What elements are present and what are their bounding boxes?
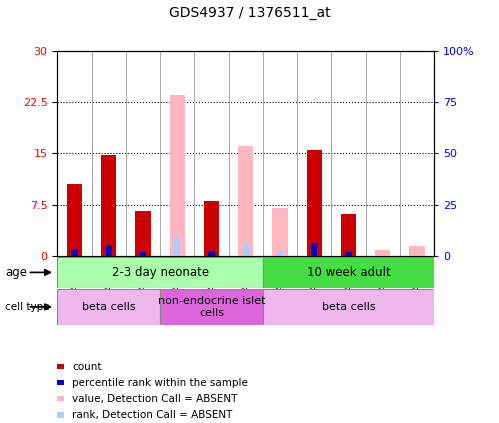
Text: 2-3 day neonate: 2-3 day neonate [112,266,209,279]
Bar [57,257,263,288]
Text: percentile rank within the sample: percentile rank within the sample [72,378,248,387]
Bar [209,251,215,256]
Text: count: count [72,362,102,371]
Bar [263,257,434,288]
Text: value, Detection Call = ABSENT: value, Detection Call = ABSENT [72,394,238,404]
Bar [238,146,253,256]
Bar [57,289,160,325]
Bar [204,201,219,256]
Bar [106,244,112,256]
Text: age: age [5,266,27,279]
Bar [67,184,82,256]
Text: cell type: cell type [5,302,49,312]
Bar [170,95,185,256]
Bar [375,250,390,256]
Bar [306,150,322,256]
Text: non-endocrine islet
cells: non-endocrine islet cells [158,296,265,318]
Bar [409,246,425,256]
Bar [101,155,116,256]
Bar [71,249,77,256]
Text: beta cells: beta cells [322,302,375,312]
Text: beta cells: beta cells [82,302,136,312]
Bar [243,244,249,256]
Bar [277,251,283,256]
Bar [341,214,356,256]
Bar [345,252,352,256]
Bar [174,239,180,256]
Bar [311,242,317,256]
Text: 10 week adult: 10 week adult [306,266,390,279]
Bar [160,289,263,325]
Text: GDS4937 / 1376511_at: GDS4937 / 1376511_at [169,6,330,20]
Bar [140,252,146,256]
Bar [263,289,434,325]
Bar [135,212,151,256]
Text: rank, Detection Call = ABSENT: rank, Detection Call = ABSENT [72,410,233,420]
Bar [272,208,288,256]
